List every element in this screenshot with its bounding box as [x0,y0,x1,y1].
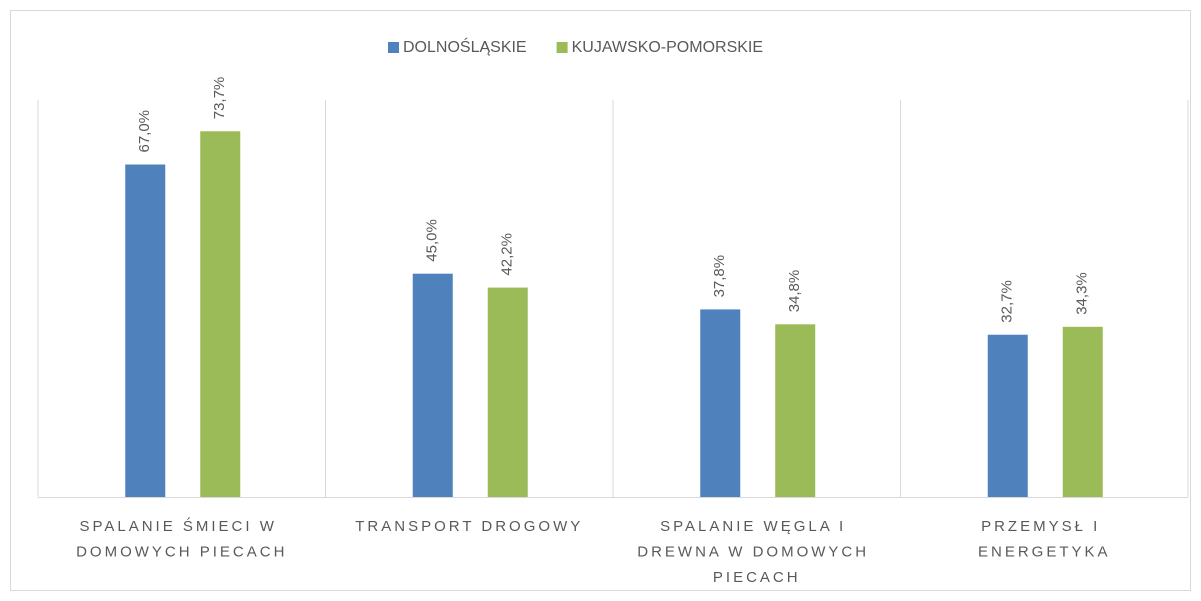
bar [487,287,528,497]
x-tick-line: DREWNA W DOMOWYCH [637,543,876,560]
bar [1062,326,1103,497]
bar [200,131,241,498]
x-tick-label: SPALANIE WĘGLA I DREWNA W DOMOWYCH PIECA… [637,518,876,586]
x-tick-line: ENERGETYKA [978,543,1111,560]
data-label: 34,3% [1074,272,1091,315]
x-tick-line: PRZEMYSŁ I [981,518,1107,535]
data-label: 42,2% [499,233,516,276]
x-tick-line: PIECACH [713,569,801,586]
x-tick-line: SPALANIE ŚMIECI W [79,517,284,535]
bar [700,309,741,497]
bar [125,164,166,497]
data-label: 67,0% [136,110,153,153]
x-tick-line: TRANSPORT DROGOWY [355,518,583,535]
legend-swatch [556,42,568,53]
bar [412,273,453,497]
data-label: 37,8% [711,255,728,298]
bar [775,324,816,497]
x-tick-label: SPALANIE ŚMIECI W DOMOWYCH PIECACH [76,517,287,561]
x-tick-label: TRANSPORT DROGOWY [355,518,583,535]
x-tick-label: PRZEMYSŁ I ENERGETYKA [978,518,1111,561]
x-tick-line: DOMOWYCH PIECACH [76,543,287,560]
data-label: 34,8% [786,270,803,313]
bar [987,334,1028,497]
legend-swatch [388,42,399,53]
data-label: 73,7% [211,77,228,120]
x-tick-line: SPALANIE WĘGLA I [660,518,853,535]
legend-label: DOLNOŚLĄSKIE [403,37,527,56]
data-label: 32,7% [999,280,1016,323]
legend-label: KUJAWSKO-POMORSKIE [572,39,763,56]
data-label: 45,0% [424,219,441,262]
